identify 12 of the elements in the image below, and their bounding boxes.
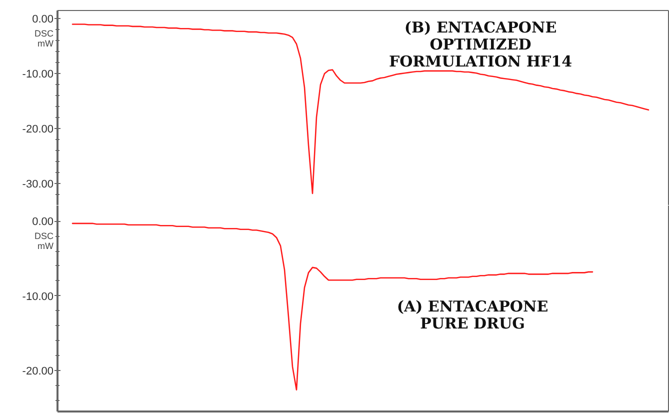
y-tick-label: -10.00 <box>22 290 54 303</box>
annotation: (A) ENTACAPONE PURE DRUG <box>396 298 548 333</box>
y-axis-title: DSC mW <box>34 28 54 49</box>
y-tick-label: -30.00 <box>22 178 54 191</box>
y-tick-label: 0.00 <box>32 14 54 26</box>
y-tick-label: 0.00 <box>32 216 54 228</box>
line-series <box>72 222 594 391</box>
annotation: (B) ENTACAPONE OPTIMIZED FORMULATION HF14 <box>388 18 572 71</box>
y-tick-label: -10.00 <box>22 68 54 81</box>
y-axis-title: DSC mW <box>34 231 54 252</box>
y-tick-label: -20.00 <box>22 124 54 136</box>
y-tick-label: -20.00 <box>22 365 54 378</box>
